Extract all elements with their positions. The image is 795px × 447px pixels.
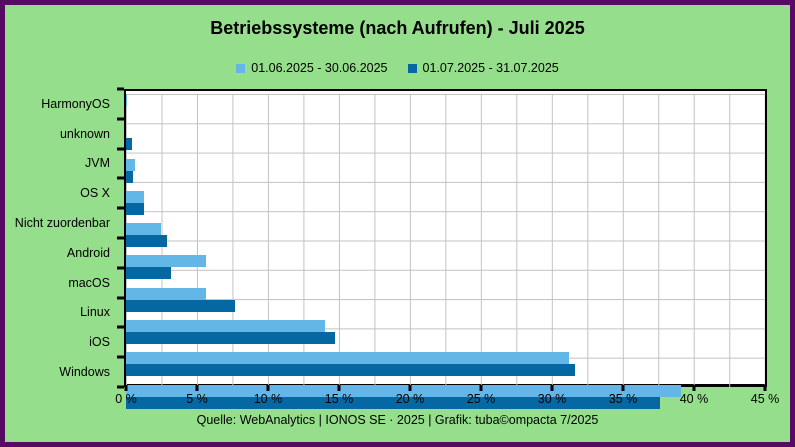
bar-july (126, 396, 660, 409)
bar-july (126, 364, 575, 377)
chart-row (126, 94, 765, 123)
x-tick-label: 5 % (186, 392, 208, 406)
chart-row (126, 255, 765, 284)
bar-june (126, 352, 570, 365)
bar-july (126, 202, 144, 215)
y-tick-mark (117, 385, 124, 389)
category-label: Linux (80, 305, 110, 320)
x-tick-mark (266, 385, 270, 391)
bar-july (126, 138, 132, 151)
bar-july (126, 235, 168, 248)
category-label: Windows (59, 365, 110, 380)
y-tick-mark (117, 206, 124, 210)
x-tick-mark (124, 385, 128, 391)
x-tick-mark (337, 385, 341, 391)
category-label: Android (66, 245, 110, 260)
x-axis-tick-labels: 0 % 5 % 10 % 15 % 20 % 25 % 30 % 35 % 40 % 45 % (115, 392, 779, 408)
x-tick-label: 45 % (750, 392, 780, 406)
legend-item-july: 01.07.2025 - 31.07.2025 (407, 61, 559, 75)
chart-row (126, 352, 765, 381)
x-tick-mark (550, 385, 554, 391)
y-tick-mark (117, 296, 124, 300)
x-tick-mark (479, 385, 483, 391)
y-axis-labels: HarmonyOS unknown JVM OS X Nicht zuordenbar A… (5, 89, 117, 387)
legend-swatch-june (236, 63, 246, 73)
bar-july (126, 299, 236, 312)
y-axis-ticks (117, 87, 124, 389)
chart-row (126, 158, 765, 188)
plot-area (126, 94, 765, 409)
source-caption: Quelle: WebAnalytics | IONOS SE · 2025 |… (196, 413, 599, 427)
bar-june (126, 287, 206, 300)
bar-june (126, 223, 162, 236)
x-axis-ticks (124, 384, 767, 391)
category-label: unknown (59, 126, 110, 141)
chart-row (126, 384, 765, 414)
y-tick-mark (117, 117, 124, 121)
y-tick-mark (117, 236, 124, 240)
bar-june (126, 320, 325, 333)
category-label: JVM (85, 156, 110, 171)
bar-june (126, 94, 128, 106)
bar-june (126, 255, 206, 268)
x-tick-mark (195, 385, 199, 391)
x-tick-label: 30 % (537, 392, 567, 406)
chart-row (126, 190, 765, 220)
legend-item-june: 01.06.2025 - 30.06.2025 (236, 61, 388, 75)
bar-june (126, 190, 145, 203)
x-tick-label: 35 % (608, 392, 638, 406)
category-label: Nicht zuordenbar (14, 216, 110, 231)
category-label: OS X (80, 186, 110, 201)
x-tick-mark (621, 385, 625, 391)
chart-title: Betriebssysteme (nach Aufrufen) - Juli 2… (210, 18, 585, 38)
bar-july (126, 170, 134, 183)
bar-june (126, 384, 682, 397)
category-label: iOS (89, 335, 110, 350)
y-tick-mark (117, 325, 124, 329)
category-label: HarmonyOS (41, 96, 110, 111)
legend-label-july: 01.07.2025 - 31.07.2025 (422, 61, 559, 75)
legend: 01.06.2025 - 30.06.2025 01.07.2025 - 31.… (5, 61, 790, 75)
bar-july (126, 332, 335, 345)
y-tick-mark (117, 355, 124, 359)
x-tick-label: 25 % (466, 392, 496, 406)
x-tick-label: 20 % (395, 392, 425, 406)
y-tick-mark (117, 176, 124, 180)
bar-july (126, 267, 172, 280)
chart-row (126, 223, 765, 252)
x-tick-label: 40 % (679, 392, 709, 406)
legend-swatch-july (407, 63, 417, 73)
y-tick-mark (117, 87, 124, 91)
category-label: macOS (68, 275, 110, 290)
x-tick-mark (692, 385, 696, 391)
y-tick-mark (117, 266, 124, 270)
chart-row (126, 320, 765, 349)
bar-june (126, 158, 135, 171)
x-tick-label: 0 % (115, 392, 137, 406)
legend-label-june: 01.06.2025 - 30.06.2025 (251, 61, 388, 75)
x-tick-mark (408, 385, 412, 391)
y-tick-mark (117, 147, 124, 151)
x-tick-label: 15 % (324, 392, 354, 406)
plot-box: 0 % 5 % 10 % 15 % 20 % 25 % 30 % 35 % 40 % 45 % (115, 87, 779, 409)
x-tick-label: 10 % (253, 392, 283, 406)
x-tick-mark (763, 385, 767, 391)
chart-row (126, 287, 765, 317)
chart-row (126, 126, 765, 155)
